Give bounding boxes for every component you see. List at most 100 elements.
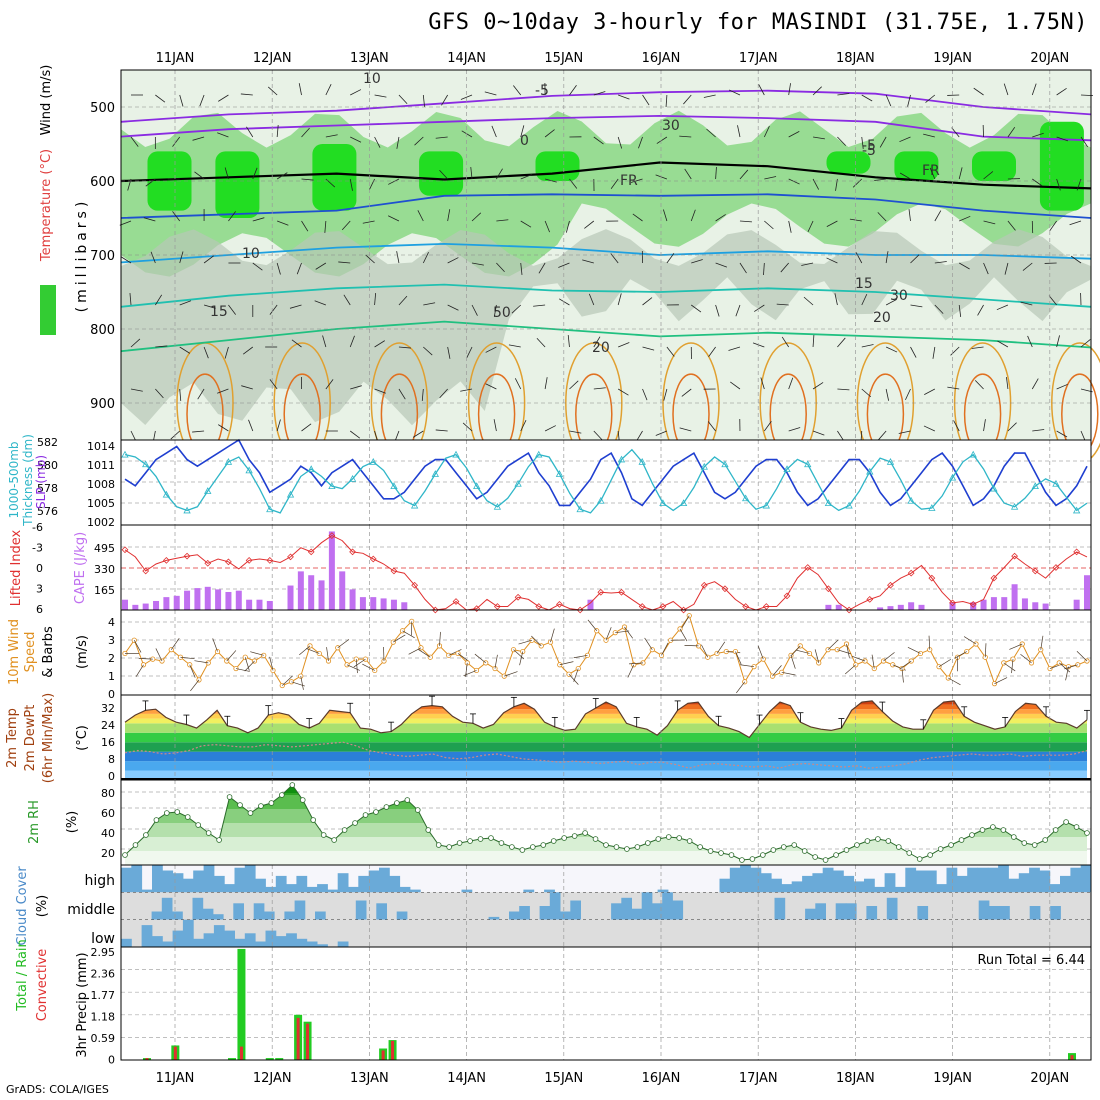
wind-barb [1080, 136, 1089, 148]
wind-barb [1032, 132, 1044, 138]
wind-barb [691, 259, 703, 264]
lifted-index-marker [907, 569, 915, 577]
isotherm-15 [120, 283, 1092, 308]
wind-barb [511, 304, 522, 314]
wind-barb [412, 430, 424, 438]
wind-barb [179, 94, 184, 107]
panel-lifted-cape [120, 524, 1092, 611]
cloud-cell-high [894, 886, 906, 893]
date-label-bottom: 17JAN [739, 1071, 778, 1086]
rh-marker [435, 842, 442, 848]
wind-barb [691, 304, 702, 313]
wind-barb [252, 217, 265, 222]
rh-marker [132, 842, 139, 848]
wind-barb [493, 304, 497, 317]
cape-bar [1032, 602, 1039, 610]
wind-barb [447, 304, 459, 311]
surface-wind-barb [701, 644, 709, 658]
wind-barb [642, 297, 653, 306]
rh-marker [686, 838, 693, 844]
wind-barb [145, 178, 156, 187]
wind-barb [520, 262, 523, 275]
rh-marker [383, 804, 390, 810]
wind-barb [218, 424, 229, 432]
wind-barb [861, 388, 872, 398]
cloud-level-label: low [91, 931, 115, 947]
rh-band [125, 851, 1087, 865]
wind-barb [908, 209, 911, 222]
wind-barb [730, 381, 741, 390]
cape-bar [1084, 575, 1090, 610]
wind-barb [301, 423, 312, 432]
li-tick: 6 [36, 603, 43, 616]
cloud-cell-high [956, 875, 968, 893]
wind-barb [861, 136, 864, 149]
cloud-cell-high [822, 867, 834, 893]
rh-marker [937, 846, 944, 852]
ylabel-temperature: Temperature (°C) [39, 149, 54, 262]
temp-band [125, 732, 1087, 743]
wind-barb [737, 125, 741, 138]
wind-barb [471, 304, 478, 316]
surface-wind-barb [984, 643, 987, 658]
wind-barb [807, 220, 814, 233]
cloud-cell-high [368, 870, 380, 893]
wind-barb [296, 262, 302, 275]
surface-wind-barb [681, 615, 690, 628]
rh-tick: 60 [101, 807, 115, 820]
wind-barb [252, 167, 258, 180]
temp-band [125, 700, 1087, 705]
cloud-cell-low [224, 930, 235, 947]
surface-wind-barb [790, 655, 796, 669]
cape-bar [908, 602, 915, 610]
surface-wind-barb [518, 639, 533, 645]
wind-barb [739, 220, 752, 223]
wind-barb [192, 430, 205, 433]
cloud-cell-middle [151, 911, 163, 920]
date-label-bottom: 20JAN [1030, 1071, 1069, 1086]
ylabel-lifted-index: Lifted Index [9, 529, 24, 606]
ylabel-total-rain: Total / Rain [15, 939, 30, 1012]
surface-wind-barb [781, 671, 796, 676]
thickness-marker [410, 501, 419, 509]
wind-barb [837, 337, 846, 348]
cloud-cell-middle [917, 906, 929, 920]
date-label-top: 17JAN [739, 51, 778, 66]
cape-bar [328, 531, 335, 610]
wind-barb [1056, 383, 1068, 390]
rh-marker [331, 837, 337, 843]
li-tick: 0 [36, 562, 43, 575]
wind-barb [764, 220, 774, 230]
rh-marker [519, 847, 526, 853]
wind-barb [374, 94, 387, 98]
wind-barb [958, 304, 962, 317]
cloud-cell-low [141, 925, 153, 947]
wind-barb [172, 211, 181, 222]
lifted-index-marker [638, 603, 646, 610]
wind-barb [513, 85, 522, 96]
thickness-marker [866, 467, 874, 475]
surface-wind-barb [954, 651, 967, 659]
surface-wind-barb [1076, 651, 1088, 662]
day-gridlines [174, 695, 1051, 780]
rh-patch [147, 151, 192, 211]
cloud-cell-high [1018, 873, 1030, 893]
rh-patch [972, 151, 1016, 181]
wind-barb [398, 346, 411, 349]
rh-marker [1000, 827, 1007, 833]
thickness-marker [493, 502, 502, 510]
lifted-index-marker [162, 557, 170, 564]
cloud-cell-high [1029, 867, 1040, 893]
cloud-cell-high [461, 889, 473, 893]
ylabel-rh-units: (%) [65, 811, 80, 834]
cloud-cell-high [162, 870, 174, 893]
isotherm-0 [120, 114, 1092, 142]
wind-barb [934, 304, 944, 314]
wind-barb [485, 346, 497, 353]
wind-barb [996, 304, 1009, 311]
temp-band [125, 713, 1087, 719]
cloud-cell-middle [488, 916, 500, 920]
surface-wind-barb [901, 668, 904, 683]
wind-barb [812, 335, 815, 348]
cape-bar [897, 604, 904, 610]
